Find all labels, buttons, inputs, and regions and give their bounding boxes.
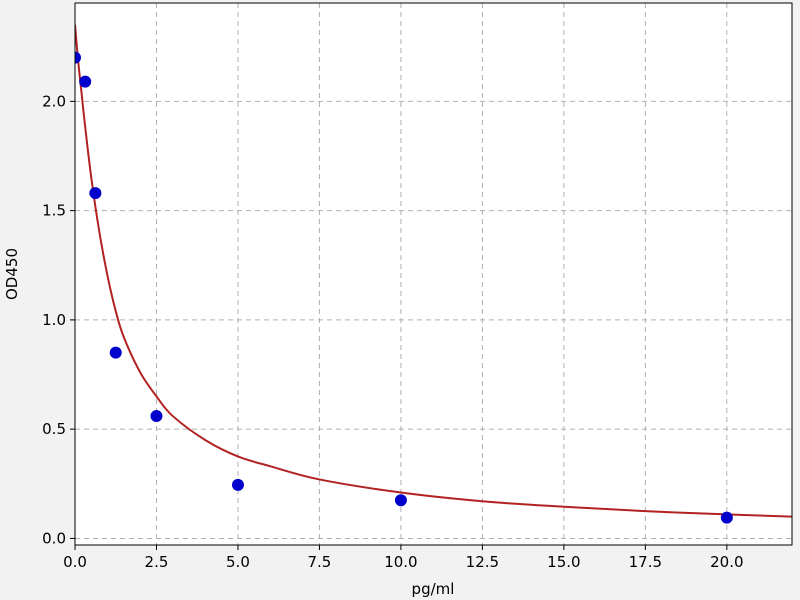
x-tick-label: 10.0 <box>384 553 417 571</box>
data-point <box>109 346 122 359</box>
x-tick-label: 17.5 <box>629 553 662 571</box>
data-points-layer <box>75 51 733 524</box>
grid-lines <box>74 3 792 545</box>
axis-ticks: 0.0 2.5 5.0 7.5 10.0 12.5 15.0 17.5 20.0 0.0 0.5 1.… <box>42 92 743 571</box>
x-tick-label: 5.0 <box>226 553 250 571</box>
data-point <box>79 75 92 88</box>
y-tick-label: 1.5 <box>42 202 66 220</box>
fit-curve-layer <box>75 24 792 518</box>
y-axis-title: OD450 <box>3 248 21 300</box>
x-tick-label: 20.0 <box>710 553 743 571</box>
data-point <box>89 187 102 200</box>
x-tick-label: 0.0 <box>63 553 87 571</box>
x-tick-label: 2.5 <box>145 553 169 571</box>
y-tick-label: 1.0 <box>42 311 66 329</box>
y-tick-label: 2.0 <box>42 92 66 110</box>
data-point <box>150 410 163 423</box>
plot-frame <box>74 2 793 546</box>
x-tick-label: 12.5 <box>466 553 499 571</box>
x-tick-label: 15.0 <box>547 553 580 571</box>
fit-curve-line <box>75 24 792 518</box>
plot-area <box>75 3 792 545</box>
y-tick-label: 0.5 <box>42 420 66 438</box>
data-point <box>720 511 733 524</box>
data-point <box>394 494 407 507</box>
x-axis-title: pg/ml <box>412 580 455 598</box>
data-point <box>75 51 81 64</box>
data-point <box>231 478 244 491</box>
x-tick-label: 7.5 <box>308 553 332 571</box>
y-tick-label: 0.0 <box>42 529 66 547</box>
